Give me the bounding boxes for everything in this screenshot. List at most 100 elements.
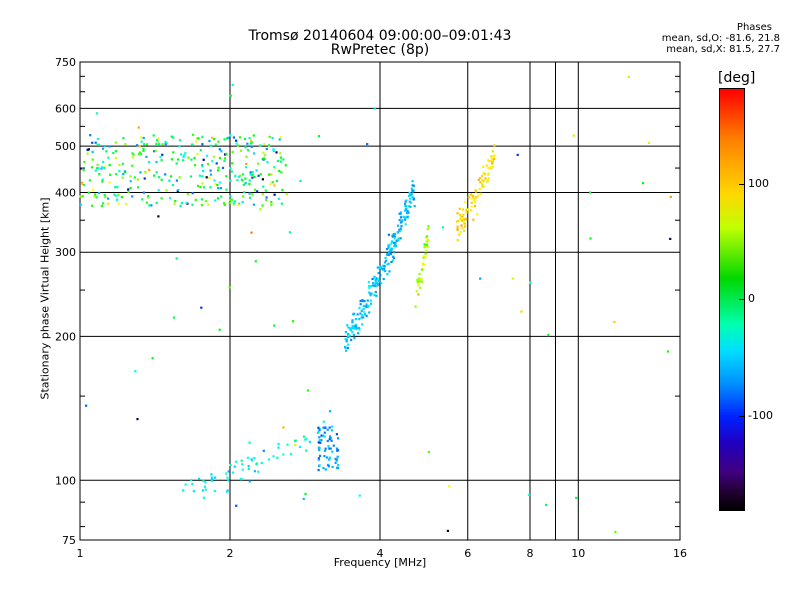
- y-tick-label: 300: [55, 246, 76, 259]
- data-point: [160, 159, 163, 162]
- data-point: [516, 153, 519, 156]
- phases-legend-title: Phases: [736, 22, 772, 33]
- data-point: [196, 153, 199, 156]
- data-point: [351, 321, 354, 324]
- data-point: [459, 218, 462, 221]
- data-point: [121, 162, 124, 165]
- data-point: [414, 305, 417, 308]
- data-point: [187, 156, 190, 159]
- y-tick-label: 75: [62, 534, 76, 547]
- data-point: [261, 204, 264, 207]
- data-point: [424, 252, 427, 255]
- data-point: [669, 195, 672, 198]
- data-point: [252, 203, 255, 206]
- data-point: [118, 170, 121, 173]
- data-point: [242, 183, 245, 186]
- data-point: [373, 277, 377, 280]
- data-point: [280, 202, 283, 205]
- data-point: [289, 452, 293, 456]
- data-point: [387, 246, 390, 249]
- data-point: [138, 151, 142, 154]
- data-point: [227, 479, 230, 482]
- data-point: [225, 152, 228, 155]
- data-point: [185, 201, 188, 205]
- data-point: [159, 156, 162, 159]
- data-point: [460, 219, 464, 222]
- data-point: [409, 197, 412, 200]
- data-point: [195, 140, 198, 143]
- data-point: [190, 478, 193, 482]
- data-point: [265, 196, 268, 199]
- data-point: [184, 152, 187, 155]
- data-point: [329, 437, 332, 440]
- data-point: [140, 136, 143, 139]
- data-point: [354, 323, 357, 326]
- data-point: [397, 239, 400, 242]
- data-point: [97, 167, 100, 170]
- data-point: [139, 152, 142, 156]
- x-tick-label: 16: [673, 547, 687, 560]
- data-point: [92, 188, 95, 191]
- data-point: [246, 456, 250, 459]
- data-point: [192, 490, 195, 493]
- data-point: [107, 156, 110, 159]
- phases-legend-x-mode: mean, sd,X: 81.5, 27.7: [666, 44, 780, 55]
- data-point: [215, 162, 218, 165]
- data-point: [483, 172, 486, 176]
- data-point: [116, 186, 119, 189]
- data-point: [286, 443, 289, 446]
- data-point: [209, 186, 212, 189]
- data-point: [225, 137, 229, 140]
- data-point: [335, 447, 339, 450]
- data-point: [322, 434, 325, 437]
- data-point: [465, 209, 468, 212]
- data-point: [344, 346, 347, 349]
- data-point: [318, 427, 321, 430]
- y-tick-label: 750: [55, 56, 76, 69]
- data-point: [254, 260, 257, 263]
- data-point: [373, 284, 376, 287]
- data-point: [193, 156, 196, 160]
- data-point: [197, 184, 200, 187]
- data-point: [136, 178, 139, 181]
- data-point: [329, 435, 332, 438]
- data-point: [353, 325, 356, 328]
- data-point: [327, 445, 330, 448]
- data-point: [394, 242, 397, 245]
- data-point: [227, 136, 230, 139]
- data-point: [459, 214, 462, 217]
- data-point: [223, 138, 226, 141]
- data-point: [390, 249, 393, 252]
- data-point: [214, 199, 217, 202]
- data-point: [328, 426, 331, 429]
- x-tick-label: 6: [464, 547, 471, 560]
- data-point: [241, 463, 244, 466]
- data-point: [337, 437, 340, 440]
- data-point: [420, 268, 424, 271]
- data-point: [362, 316, 365, 319]
- data-point: [404, 208, 407, 211]
- data-point: [589, 237, 592, 240]
- data-point: [335, 458, 339, 461]
- data-point: [107, 202, 110, 205]
- data-point: [372, 282, 375, 285]
- data-point: [233, 200, 237, 203]
- data-point: [481, 183, 484, 186]
- data-point: [127, 190, 130, 193]
- data-point: [482, 185, 485, 188]
- data-point: [276, 456, 279, 459]
- data-point: [317, 458, 320, 461]
- data-point: [487, 166, 490, 169]
- data-point: [216, 197, 220, 200]
- data-point: [275, 151, 278, 154]
- data-point: [463, 229, 466, 232]
- x-tick-label: 2: [227, 547, 234, 560]
- y-axis-label: Stationary phase Virtual Height [km]: [38, 197, 52, 400]
- data-point: [230, 170, 234, 173]
- data-point: [326, 428, 329, 431]
- data-point: [322, 467, 325, 470]
- data-point: [382, 277, 385, 281]
- data-point: [390, 247, 394, 250]
- data-point: [227, 470, 230, 473]
- data-point: [402, 215, 405, 218]
